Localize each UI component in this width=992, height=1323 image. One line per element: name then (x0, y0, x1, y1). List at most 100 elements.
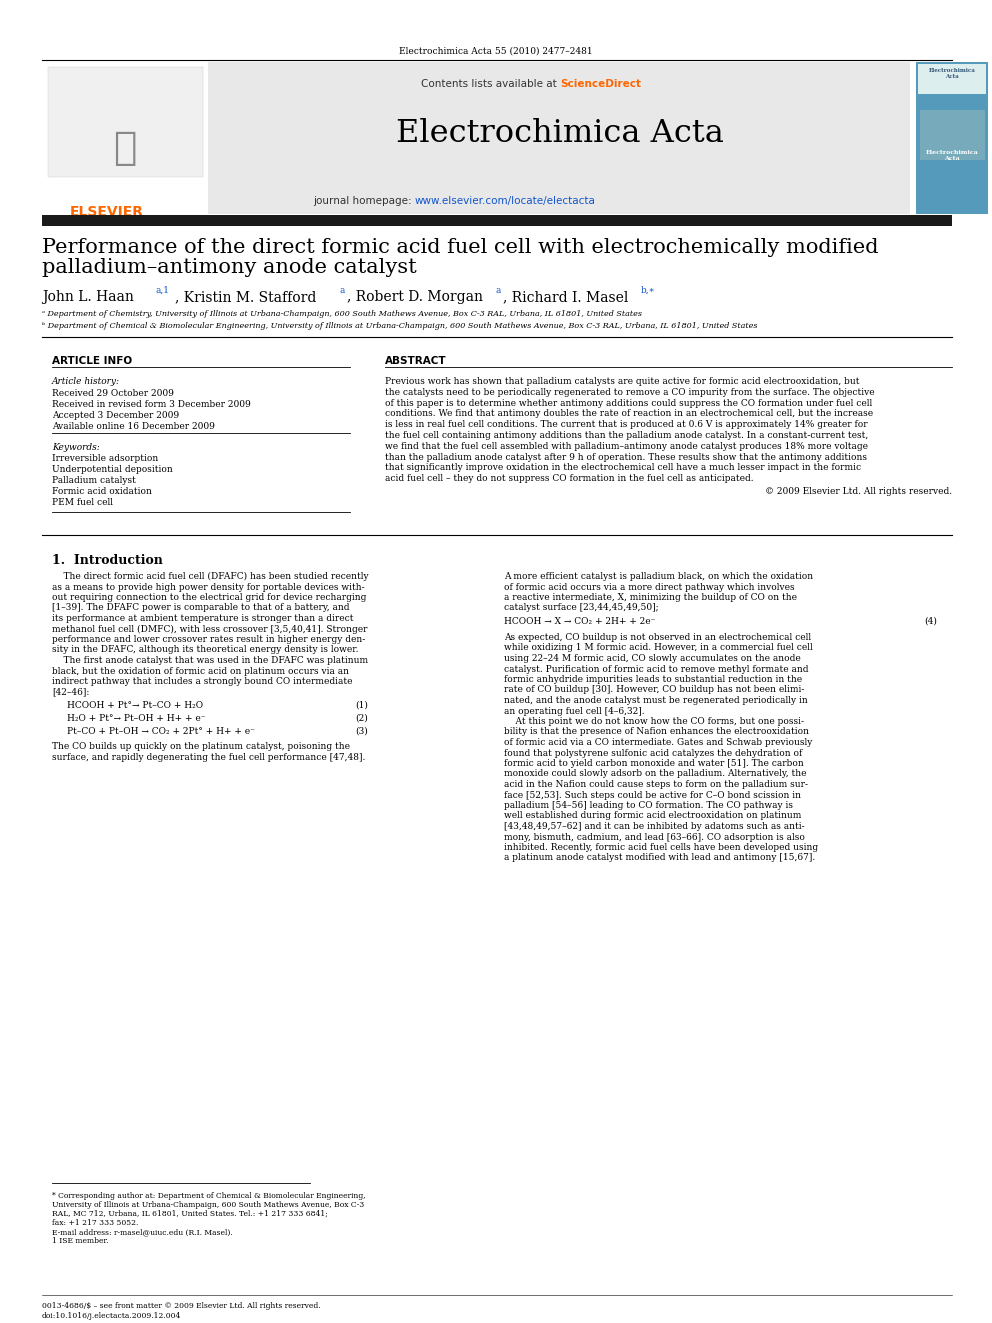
Text: Palladium catalyst: Palladium catalyst (52, 476, 136, 486)
Text: Underpotential deposition: Underpotential deposition (52, 464, 173, 474)
Text: ScienceDirect: ScienceDirect (560, 79, 641, 89)
Text: , Richard I. Masel: , Richard I. Masel (503, 290, 628, 304)
Text: b,∗: b,∗ (641, 286, 656, 295)
Text: , Kristin M. Stafford: , Kristin M. Stafford (175, 290, 316, 304)
Text: inhibited. Recently, formic acid fuel cells have been developed using: inhibited. Recently, formic acid fuel ce… (504, 843, 818, 852)
Text: © 2009 Elsevier Ltd. All rights reserved.: © 2009 Elsevier Ltd. All rights reserved… (765, 487, 952, 496)
Text: Electrochimica Acta 55 (2010) 2477–2481: Electrochimica Acta 55 (2010) 2477–2481 (399, 48, 593, 56)
Bar (48, 67, 203, 177)
Text: Previous work has shown that palladium catalysts are quite active for formic aci: Previous work has shown that palladium c… (385, 377, 859, 386)
Text: Pt–CO + Pt–OH → CO₂ + 2Pt° + H+ + e⁻: Pt–CO + Pt–OH → CO₂ + 2Pt° + H+ + e⁻ (67, 728, 255, 736)
Text: Keywords:: Keywords: (52, 443, 100, 452)
Text: John L. Haan: John L. Haan (42, 290, 134, 304)
Text: 0013-4686/$ – see front matter © 2009 Elsevier Ltd. All rights reserved.: 0013-4686/$ – see front matter © 2009 El… (42, 1302, 320, 1310)
Text: * Corresponding author at: Department of Chemical & Biomolecular Engineering,: * Corresponding author at: Department of… (52, 1192, 366, 1200)
Text: Available online 16 December 2009: Available online 16 December 2009 (52, 422, 215, 431)
Text: sity in the DFAFC, although its theoretical energy density is lower.: sity in the DFAFC, although its theoreti… (52, 646, 358, 655)
Text: is less in real fuel cell conditions. The current that is produced at 0.6 V is a: is less in real fuel cell conditions. Th… (385, 421, 868, 429)
Text: the fuel cell containing antimony additions than the palladium anode catalyst. I: the fuel cell containing antimony additi… (385, 431, 868, 441)
Text: a: a (340, 286, 345, 295)
Text: The CO builds up quickly on the platinum catalyst, poisoning the: The CO builds up quickly on the platinum… (52, 742, 350, 751)
Text: Performance of the direct formic acid fuel cell with electrochemically modified: Performance of the direct formic acid fu… (42, 238, 879, 257)
Text: H₂O + Pt°→ Pt–OH + H+ + e⁻: H₂O + Pt°→ Pt–OH + H+ + e⁻ (67, 714, 205, 722)
Text: www.elsevier.com/locate/electacta: www.elsevier.com/locate/electacta (415, 196, 596, 206)
Text: rate of CO buildup [30]. However, CO buildup has not been elimi-: rate of CO buildup [30]. However, CO bui… (504, 685, 805, 695)
Text: acid fuel cell – they do not suppress CO formation in the fuel cell as anticipat: acid fuel cell – they do not suppress CO… (385, 474, 754, 483)
Text: ELSEVIER: ELSEVIER (70, 205, 144, 220)
Text: fax: +1 217 333 5052.: fax: +1 217 333 5052. (52, 1218, 138, 1226)
Text: that significantly improve oxidation in the electrochemical cell have a much les: that significantly improve oxidation in … (385, 463, 861, 472)
Text: methanol fuel cell (DMFC), with less crossover [3,5,40,41]. Stronger: methanol fuel cell (DMFC), with less cro… (52, 624, 367, 634)
Text: journal homepage:: journal homepage: (313, 196, 415, 206)
Text: bility is that the presence of Nafion enhances the electrooxidation: bility is that the presence of Nafion en… (504, 728, 809, 737)
Text: nated, and the anode catalyst must be regenerated periodically in: nated, and the anode catalyst must be re… (504, 696, 807, 705)
Text: mony, bismuth, cadmium, and lead [63–66]. CO adsorption is also: mony, bismuth, cadmium, and lead [63–66]… (504, 832, 805, 841)
Text: than the palladium anode catalyst after 9 h of operation. These results show tha: than the palladium anode catalyst after … (385, 452, 867, 462)
Text: doi:10.1016/j.electacta.2009.12.004: doi:10.1016/j.electacta.2009.12.004 (42, 1312, 182, 1320)
Text: RAL, MC 712, Urbana, IL 61801, United States. Tel.: +1 217 333 6841;: RAL, MC 712, Urbana, IL 61801, United St… (52, 1211, 328, 1218)
Bar (916, 62, 988, 214)
Text: (4): (4) (925, 617, 937, 626)
Text: the catalysts need to be periodically regenerated to remove a CO impurity from t: the catalysts need to be periodically re… (385, 388, 875, 397)
Text: monoxide could slowly adsorb on the palladium. Alternatively, the: monoxide could slowly adsorb on the pall… (504, 770, 806, 778)
Text: The first anode catalyst that was used in the DFAFC was platinum: The first anode catalyst that was used i… (52, 656, 368, 665)
Text: , Robert D. Morgan: , Robert D. Morgan (347, 290, 483, 304)
Text: acid in the Nafion could cause steps to form on the palladium sur-: acid in the Nafion could cause steps to … (504, 781, 808, 789)
Text: of this paper is to determine whether antimony additions could suppress the CO f: of this paper is to determine whether an… (385, 398, 872, 407)
Text: a: a (496, 286, 501, 295)
Text: well established during formic acid electrooxidation on platinum: well established during formic acid elec… (504, 811, 802, 820)
Bar (42, 62, 207, 214)
Text: 1.  Introduction: 1. Introduction (52, 554, 163, 568)
Text: of formic acid via a CO intermediate. Gates and Schwab previously: of formic acid via a CO intermediate. Ga… (504, 738, 812, 747)
Text: Accepted 3 December 2009: Accepted 3 December 2009 (52, 411, 180, 419)
Text: HCOOH + Pt°→ Pt–CO + H₂O: HCOOH + Pt°→ Pt–CO + H₂O (67, 701, 203, 710)
Text: a,1: a,1 (155, 286, 169, 295)
Bar (42, 216, 952, 226)
Text: Formic acid oxidation: Formic acid oxidation (52, 487, 152, 496)
Bar (920, 110, 985, 160)
Text: Electrochimica
Acta: Electrochimica Acta (926, 149, 978, 161)
Text: formic acid to yield carbon monoxide and water [51]. The carbon: formic acid to yield carbon monoxide and… (504, 759, 804, 767)
Bar (918, 64, 986, 94)
Text: as a means to provide high power density for portable devices with-: as a means to provide high power density… (52, 582, 365, 591)
Text: face [52,53]. Such steps could be active for C–O bond scission in: face [52,53]. Such steps could be active… (504, 791, 801, 799)
Text: Electrochimica: Electrochimica (929, 67, 975, 73)
Text: catalyst. Purification of formic acid to remove methyl formate and: catalyst. Purification of formic acid to… (504, 664, 808, 673)
Text: we find that the fuel cell assembled with palladium–antimony anode catalyst prod: we find that the fuel cell assembled wit… (385, 442, 868, 451)
Text: (3): (3) (355, 728, 368, 736)
Text: a reactive intermediate, X, minimizing the buildup of CO on the: a reactive intermediate, X, minimizing t… (504, 593, 797, 602)
Text: black, but the oxidation of formic acid on platinum occurs via an: black, but the oxidation of formic acid … (52, 667, 349, 676)
Text: Article history:: Article history: (52, 377, 120, 386)
Text: using 22–24 M formic acid, CO slowly accumulates on the anode: using 22–24 M formic acid, CO slowly acc… (504, 654, 801, 663)
Text: palladium–antimony anode catalyst: palladium–antimony anode catalyst (42, 258, 417, 277)
Text: Electrochimica Acta: Electrochimica Acta (396, 118, 724, 149)
Text: [43,48,49,57–62] and it can be inhibited by adatoms such as anti-: [43,48,49,57–62] and it can be inhibited… (504, 822, 805, 831)
Text: out requiring connection to the electrical grid for device recharging: out requiring connection to the electric… (52, 593, 366, 602)
Text: ᵇ Department of Chemical & Biomolecular Engineering, University of Illinois at U: ᵇ Department of Chemical & Biomolecular … (42, 321, 758, 329)
Text: PEM fuel cell: PEM fuel cell (52, 497, 113, 507)
Text: found that polystyrene sulfonic acid catalyzes the dehydration of: found that polystyrene sulfonic acid cat… (504, 749, 803, 758)
Text: indirect pathway that includes a strongly bound CO intermediate: indirect pathway that includes a strongl… (52, 677, 352, 687)
Text: surface, and rapidly degenerating the fuel cell performance [47,48].: surface, and rapidly degenerating the fu… (52, 753, 365, 762)
Text: catalyst surface [23,44,45,49,50];: catalyst surface [23,44,45,49,50]; (504, 603, 659, 613)
Text: 1 ISE member.: 1 ISE member. (52, 1237, 108, 1245)
Text: formic anhydride impurities leads to substantial reduction in the: formic anhydride impurities leads to sub… (504, 675, 803, 684)
Text: Received in revised form 3 December 2009: Received in revised form 3 December 2009 (52, 400, 251, 409)
Text: of formic acid occurs via a more direct pathway which involves: of formic acid occurs via a more direct … (504, 582, 795, 591)
Text: (2): (2) (355, 714, 368, 722)
Bar (208, 62, 910, 214)
Text: 🌳: 🌳 (113, 130, 137, 167)
Text: E-mail address: r-masel@uiuc.edu (R.I. Masel).: E-mail address: r-masel@uiuc.edu (R.I. M… (52, 1228, 233, 1236)
Text: At this point we do not know how the CO forms, but one possi-: At this point we do not know how the CO … (504, 717, 804, 726)
Text: a platinum anode catalyst modified with lead and antimony [15,67].: a platinum anode catalyst modified with … (504, 853, 815, 863)
Text: its performance at ambient temperature is stronger than a direct: its performance at ambient temperature i… (52, 614, 353, 623)
Text: (1): (1) (355, 701, 368, 710)
Text: Contents lists available at: Contents lists available at (421, 79, 560, 89)
Text: while oxidizing 1 M formic acid. However, in a commercial fuel cell: while oxidizing 1 M formic acid. However… (504, 643, 812, 652)
Text: palladium [54–56] leading to CO formation. The CO pathway is: palladium [54–56] leading to CO formatio… (504, 800, 793, 810)
Text: University of Illinois at Urbana-Champaign, 600 South Mathews Avenue, Box C-3: University of Illinois at Urbana-Champai… (52, 1201, 364, 1209)
Text: an operating fuel cell [4–6,32].: an operating fuel cell [4–6,32]. (504, 706, 645, 716)
Text: ARTICLE INFO: ARTICLE INFO (52, 356, 132, 366)
Text: A more efficient catalyst is palladium black, on which the oxidation: A more efficient catalyst is palladium b… (504, 572, 813, 581)
Text: performance and lower crossover rates result in higher energy den-: performance and lower crossover rates re… (52, 635, 365, 644)
